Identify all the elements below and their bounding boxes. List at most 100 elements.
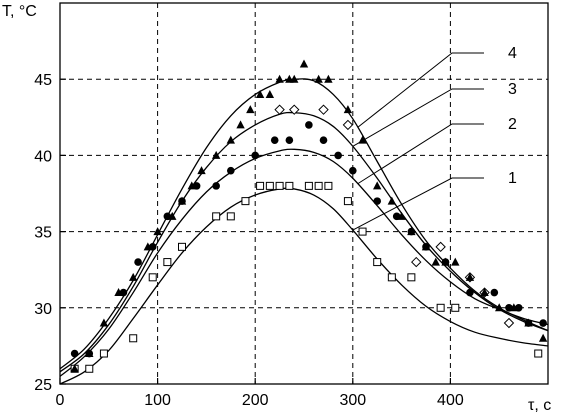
x-axis-label: τ, c — [528, 397, 551, 414]
data-point-series-3 — [318, 104, 329, 115]
curve-label-2: 2 — [508, 116, 517, 133]
data-point-series-1 — [256, 181, 265, 190]
data-point-series-1 — [304, 181, 313, 190]
data-point-series-2 — [212, 182, 220, 190]
data-point-series-1 — [241, 197, 250, 206]
data-point-series-2 — [134, 258, 142, 266]
data-point-series-4 — [255, 89, 265, 98]
data-point-series-1 — [148, 273, 157, 282]
data-point-series-4 — [431, 257, 440, 266]
data-point-series-4 — [451, 257, 460, 266]
data-point-series-3 — [435, 241, 446, 253]
data-point-series-4 — [85, 349, 94, 358]
data-point-series-1 — [275, 181, 284, 190]
data-point-series-2 — [319, 136, 328, 144]
data-point-series-1 — [534, 349, 543, 358]
data-point-series-2 — [466, 288, 474, 297]
data-point-series-2 — [349, 166, 357, 175]
data-point-series-2 — [373, 197, 382, 205]
data-point-series-4 — [246, 105, 255, 114]
data-point-series-4 — [343, 105, 353, 114]
data-point-series-3 — [411, 256, 422, 268]
data-point-series-1 — [285, 181, 294, 190]
data-point-series-3 — [503, 317, 515, 329]
data-point-series-1 — [226, 212, 235, 221]
data-point-series-4 — [480, 288, 489, 297]
leader-line-4 — [357, 52, 484, 128]
data-point-series-4 — [211, 150, 221, 159]
fit-curve-3 — [59, 111, 549, 373]
data-point-series-4 — [153, 227, 162, 236]
data-point-series-4 — [373, 181, 382, 190]
data-point-series-4 — [314, 74, 323, 83]
fit-curve-1 — [59, 187, 549, 385]
data-point-series-3 — [289, 104, 300, 115]
data-point-series-4 — [299, 59, 309, 68]
fit-curves — [59, 78, 549, 385]
data-points — [70, 59, 548, 373]
data-point-series-2 — [227, 166, 235, 175]
curve-label-3: 3 — [508, 81, 517, 98]
data-point-series-4 — [290, 74, 299, 83]
data-point-series-4 — [509, 303, 519, 312]
axis-ticks: 0 100 200 300 400 25 30 35 40 45 — [34, 72, 464, 409]
curve-label-1: 1 — [508, 170, 517, 187]
leader-line-3 — [352, 88, 484, 147]
data-point-series-2 — [270, 136, 279, 144]
y-axis-label: T, °C — [2, 3, 37, 20]
curve-leader-lines: 1 2 3 4 — [352, 45, 517, 231]
data-point-series-1 — [387, 273, 396, 282]
data-point-series-2 — [70, 349, 79, 358]
data-point-series-4 — [324, 74, 333, 83]
y-tick-label: 30 — [34, 301, 52, 318]
data-point-series-4 — [265, 89, 275, 98]
data-point-series-4 — [99, 318, 109, 327]
data-point-series-1 — [85, 364, 94, 373]
data-point-series-4 — [226, 135, 235, 144]
data-point-series-1 — [451, 303, 460, 312]
data-point-series-4 — [397, 211, 406, 220]
fit-curve-4 — [59, 78, 549, 370]
data-point-series-4 — [70, 364, 79, 373]
data-point-series-4 — [177, 196, 187, 205]
data-point-series-2 — [334, 151, 342, 160]
data-point-series-4 — [538, 333, 548, 342]
data-point-series-1 — [436, 303, 445, 312]
x-tick-label: 400 — [437, 392, 464, 409]
data-point-series-2 — [305, 121, 313, 129]
fit-curve-2 — [59, 148, 549, 377]
data-point-series-3 — [274, 104, 285, 115]
data-point-series-2 — [490, 288, 499, 297]
data-point-series-1 — [212, 212, 221, 221]
y-tick-label: 45 — [34, 72, 52, 89]
data-point-series-1 — [178, 242, 186, 251]
data-point-series-1 — [373, 258, 382, 267]
x-tick-label: 300 — [339, 392, 366, 409]
x-tick-label: 0 — [56, 392, 65, 409]
curve-label-4: 4 — [508, 45, 517, 62]
y-tick-label: 35 — [34, 225, 52, 242]
data-point-series-1 — [324, 181, 333, 190]
plot-frame — [59, 2, 549, 385]
data-point-series-4 — [114, 288, 123, 297]
data-point-series-4 — [168, 211, 177, 220]
data-point-series-1 — [99, 349, 108, 358]
data-point-series-2 — [251, 151, 259, 160]
data-point-series-2 — [285, 136, 294, 144]
x-tick-label: 200 — [242, 392, 269, 409]
data-point-series-4 — [143, 242, 153, 251]
data-point-series-4 — [129, 272, 138, 281]
data-point-series-1 — [265, 181, 274, 190]
data-point-series-4 — [187, 181, 196, 190]
data-point-series-4 — [421, 242, 431, 251]
leader-line-2 — [357, 123, 484, 185]
data-point-series-4 — [495, 303, 504, 312]
data-point-series-4 — [197, 166, 206, 175]
data-point-series-4 — [465, 272, 475, 281]
data-point-series-4 — [524, 318, 533, 327]
data-point-series-4 — [236, 120, 245, 129]
data-point-series-4 — [407, 227, 416, 236]
y-tick-label: 40 — [34, 148, 52, 165]
data-point-series-1 — [163, 258, 172, 267]
